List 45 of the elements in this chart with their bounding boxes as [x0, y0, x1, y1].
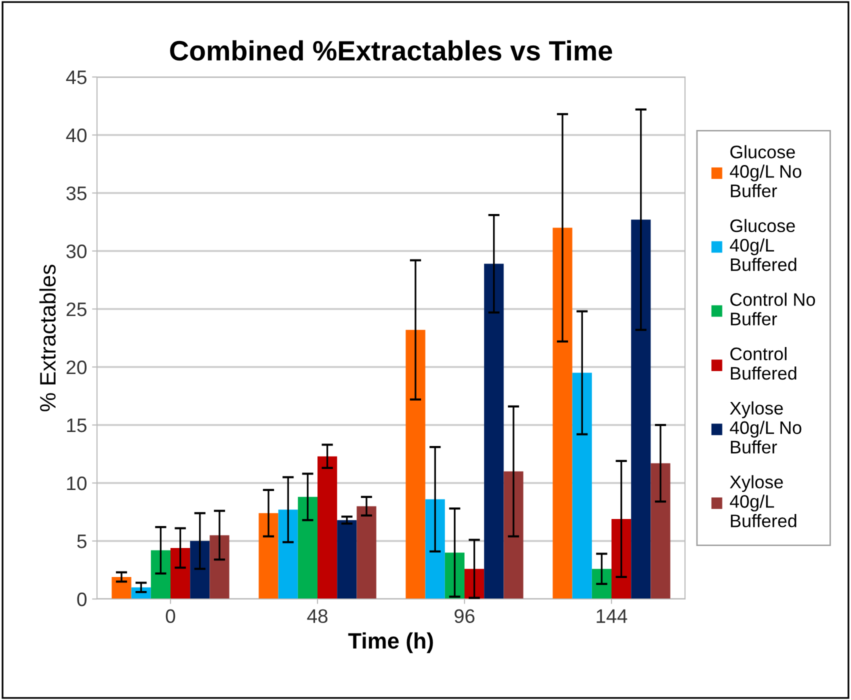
bar — [425, 499, 445, 599]
bar — [504, 471, 524, 599]
y-tick-label: 10 — [67, 476, 87, 490]
x-tick-label: 48 — [307, 609, 328, 624]
bar — [406, 330, 426, 599]
legend-label: Control Buffered — [730, 347, 796, 380]
legend-label: Glucose 40g/L Buffered — [730, 218, 796, 272]
legend-label: Xylose 40g/L No Buffer — [730, 401, 802, 454]
x-tick-label: 144 — [596, 609, 628, 623]
bar — [258, 513, 278, 599]
y-tick-label: 45 — [66, 70, 86, 84]
x-tick-label: 0 — [166, 609, 176, 624]
y-tick-label: 20 — [66, 360, 87, 374]
y-tick-label: 25 — [66, 302, 86, 316]
bar — [278, 510, 298, 599]
legend-label: Control No Buffer — [730, 292, 816, 326]
bar — [190, 541, 210, 599]
bar — [337, 520, 357, 599]
legend-label: Xylose 40g/L Buffered — [730, 475, 796, 528]
legend-label: Glucose 40g/L No Buffer — [730, 145, 802, 198]
bar — [150, 550, 170, 599]
y-tick-label: 40 — [66, 128, 87, 142]
bar — [444, 552, 464, 599]
y-tick-label: 35 — [66, 186, 86, 200]
bar — [592, 568, 612, 599]
bar — [356, 506, 376, 599]
y-tick-label: 15 — [67, 418, 86, 432]
y-axis-title: % Extractables — [39, 264, 56, 412]
bar — [552, 228, 572, 599]
chart-title: Combined %Extractables vs Time — [170, 40, 612, 61]
x-axis-title: Time (h) — [348, 632, 433, 654]
bar — [112, 576, 132, 599]
y-tick-label: 5 — [77, 534, 86, 548]
x-tick-label: 96 — [454, 609, 474, 624]
bar — [572, 372, 592, 599]
bar — [612, 518, 632, 599]
bar — [298, 496, 318, 599]
bar — [484, 264, 504, 599]
y-tick-label: 30 — [66, 244, 87, 258]
bar — [318, 456, 338, 599]
bar — [650, 463, 670, 599]
bar — [170, 548, 190, 599]
bar — [631, 220, 651, 599]
bar — [210, 535, 230, 599]
y-tick-label: 0 — [77, 592, 87, 606]
